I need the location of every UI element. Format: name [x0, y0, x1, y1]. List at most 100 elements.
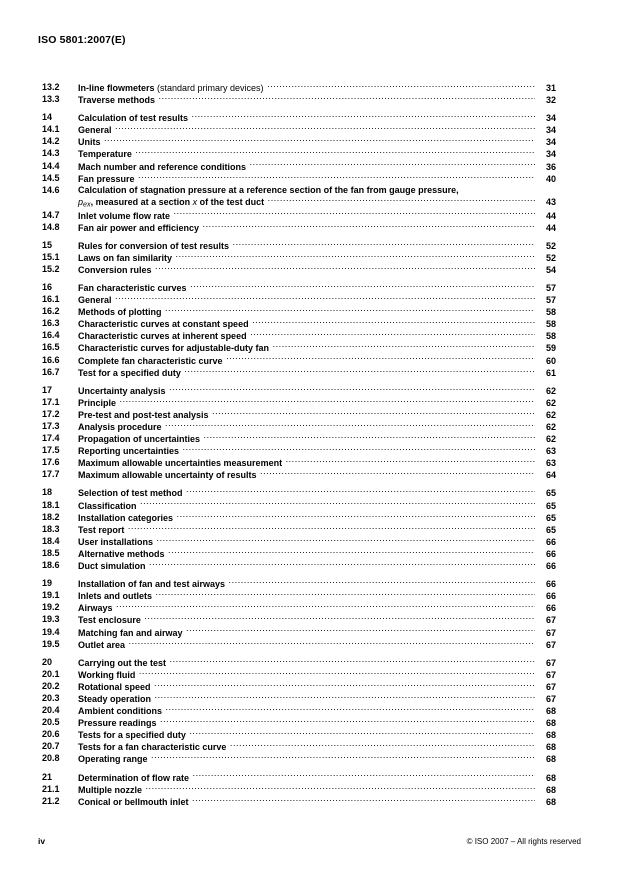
- toc-entry-number: 14.4: [42, 160, 60, 171]
- toc-entry-page: 36: [545, 161, 556, 172]
- toc-entry[interactable]: 15.2 Conversion rules 54: [42, 264, 556, 276]
- toc-entry-page: 67: [545, 669, 556, 680]
- toc-dot-leader: [116, 602, 535, 611]
- toc-entry[interactable]: 16.4 Characteristic curves at inherent sp…: [42, 330, 556, 342]
- toc-entry[interactable]: 14.1 General 34: [42, 124, 556, 136]
- toc-dot-leader: [156, 590, 535, 599]
- toc-entry[interactable]: 14.8 Fan air power and efficiency 44: [42, 222, 556, 234]
- toc-entry-title: Duct simulation: [78, 561, 148, 572]
- toc-dot-leader: [204, 433, 535, 442]
- toc-entry-body: General 34: [78, 124, 556, 136]
- toc-entry[interactable]: 14.6 Calculation of stagnation pressure a…: [42, 185, 556, 210]
- toc-entry-page: 62: [545, 422, 556, 433]
- toc-entry-body: Determination of flow rate 68: [78, 772, 556, 784]
- toc-entry[interactable]: 18.6 Duct simulation 66: [42, 560, 556, 572]
- toc-entry[interactable]: 14.2 Units 34: [42, 136, 556, 148]
- toc-entry[interactable]: 14 Calculation of test results 34: [42, 112, 556, 124]
- toc-entry[interactable]: 13.2 In-line flowmeters (standard primary…: [42, 82, 556, 94]
- toc-entry-title-main: Determination of flow rate: [78, 772, 190, 783]
- toc-entry-title-main: Laws on fan similarity: [78, 252, 173, 263]
- toc-entry[interactable]: 20.4 Ambient conditions 68: [42, 705, 556, 717]
- toc-entry-title-main: Working fluid: [78, 669, 136, 680]
- toc-entry[interactable]: 19.2 Airways 66: [42, 602, 556, 614]
- toc-entry[interactable]: 17.4 Propagation of uncertainties 62: [42, 433, 556, 445]
- toc-entry-page: 68: [545, 706, 556, 717]
- toc-entry[interactable]: 16 Fan characteristic curves 57: [42, 282, 556, 294]
- toc-dot-leader: [170, 657, 535, 666]
- toc-entry[interactable]: 20.1 Working fluid 67: [42, 669, 556, 681]
- toc-entry[interactable]: 16.3 Characteristic curves at constant sp…: [42, 318, 556, 330]
- toc-entry-page: 44: [545, 222, 556, 233]
- toc-entry[interactable]: 21 Determination of flow rate 68: [42, 772, 556, 784]
- toc-entry[interactable]: 16.5 Characteristic curves for adjustable…: [42, 342, 556, 354]
- toc-entry[interactable]: 21.1 Multiple nozzle 68: [42, 784, 556, 796]
- toc-entry-page: 67: [545, 615, 556, 626]
- toc-entry[interactable]: 18.5 Alternative methods 66: [42, 548, 556, 560]
- toc-entry[interactable]: 14.3 Temperature 34: [42, 148, 556, 160]
- toc-entry-body: Installation of fan and test airways 66: [78, 578, 556, 590]
- toc-entry-number: 18: [42, 487, 53, 498]
- toc-entry[interactable]: 14.7 Inlet volume flow rate 44: [42, 210, 556, 222]
- toc-entry[interactable]: 14.5 Fan pressure 40: [42, 173, 556, 185]
- toc-entry[interactable]: 14.4 Mach number and reference conditions…: [42, 161, 556, 173]
- toc-entry-title: Selection of test method: [78, 488, 185, 499]
- toc-entry[interactable]: 19.5 Outlet area 67: [42, 639, 556, 651]
- toc-entry[interactable]: 18 Selection of test method 65: [42, 487, 556, 499]
- toc-entry[interactable]: 13.3 Traverse methods 32: [42, 94, 556, 106]
- toc-entry-page: 68: [545, 796, 556, 807]
- toc-entry-body: Mach number and reference conditions 36: [78, 161, 556, 173]
- toc-entry[interactable]: 20.5 Pressure readings 68: [42, 717, 556, 729]
- toc-entry[interactable]: 20.6 Tests for a specified duty 68: [42, 729, 556, 741]
- toc-dot-leader: [250, 330, 535, 339]
- toc-entry[interactable]: 17.5 Reporting uncertainties 63: [42, 445, 556, 457]
- toc-entry[interactable]: 19.1 Inlets and outlets 66: [42, 590, 556, 602]
- toc-entry[interactable]: 19.3 Test enclosure 67: [42, 614, 556, 626]
- toc-entry[interactable]: 16.7 Test for a specified duty 61: [42, 367, 556, 379]
- toc-entry-title-main: Maximum allowable uncertainty of results: [78, 470, 257, 481]
- toc-entry-page: 68: [545, 730, 556, 741]
- toc-entry[interactable]: 19 Installation of fan and test airways 66: [42, 578, 556, 590]
- toc-entry-number: 18.1: [42, 499, 60, 510]
- toc-entry[interactable]: 17.7 Maximum allowable uncertainty of res…: [42, 469, 556, 481]
- toc-entry-page: 58: [545, 307, 556, 318]
- toc-entry[interactable]: 17.3 Analysis procedure 62: [42, 421, 556, 433]
- toc-entry[interactable]: 18.2 Installation categories 65: [42, 512, 556, 524]
- toc-entry-body: Outlet area 67: [78, 639, 556, 651]
- toc-entry-body: Fan characteristic curves 57: [78, 282, 556, 294]
- toc-entry[interactable]: 20.7 Tests for a fan characteristic curve…: [42, 741, 556, 753]
- toc-entry[interactable]: 17.6 Maximum allowable uncertainties meas…: [42, 457, 556, 469]
- toc-group: 21 Determination of flow rate 68 21.1 Multip…: [42, 772, 556, 808]
- toc-entry-page: 65: [545, 488, 556, 499]
- toc-dot-leader: [146, 784, 536, 793]
- toc-entry-body: Laws on fan similarity 52: [78, 252, 556, 264]
- toc-entry[interactable]: 20.8 Operating range 68: [42, 753, 556, 765]
- toc-entry-page: 52: [545, 252, 556, 263]
- toc-dot-leader: [260, 469, 535, 478]
- toc-entry[interactable]: 21.2 Conical or bellmouth inlet 68: [42, 796, 556, 808]
- toc-entry[interactable]: 16.1 General 57: [42, 294, 556, 306]
- toc-entry[interactable]: 17 Uncertainty analysis 62: [42, 385, 556, 397]
- toc-entry[interactable]: 15.1 Laws on fan similarity 52: [42, 252, 556, 264]
- toc-entry[interactable]: 17.2 Pre-test and post-test analysis 62: [42, 409, 556, 421]
- toc-entry-title: Test enclosure: [78, 615, 143, 626]
- toc-entry[interactable]: 18.4 User installations 66: [42, 536, 556, 548]
- toc-entry-title: Fan pressure: [78, 174, 137, 185]
- toc-entry-title: Pre-test and post-test analysis: [78, 410, 211, 421]
- toc-entry-body: Conical or bellmouth inlet 68: [78, 796, 556, 808]
- toc-entry-title: In-line flowmeters (standard primary dev…: [78, 83, 266, 94]
- toc-entry-title-main: Matching fan and airway: [78, 627, 183, 638]
- toc-entry[interactable]: 15 Rules for conversion of test results 52: [42, 240, 556, 252]
- toc-entry[interactable]: 18.1 Classification 65: [42, 500, 556, 512]
- toc-entry[interactable]: 17.1 Principle 62: [42, 397, 556, 409]
- page-folio: iv: [38, 836, 46, 846]
- toc-entry-line-1: 14.6 Calculation of stagnation pressure a…: [42, 185, 556, 196]
- toc-entry[interactable]: 20.2 Rotational speed 67: [42, 681, 556, 693]
- toc-entry-title-main: Principle: [78, 397, 117, 408]
- toc-entry[interactable]: 20.3 Steady operation 67: [42, 693, 556, 705]
- toc-entry[interactable]: 20 Carrying out the test 67: [42, 657, 556, 669]
- toc-entry[interactable]: 16.6 Complete fan characteristic curve 60: [42, 355, 556, 367]
- toc-entry[interactable]: 19.4 Matching fan and airway 67: [42, 627, 556, 639]
- toc-entry[interactable]: 18.3 Test report 65: [42, 524, 556, 536]
- toc-entry-title-main: General: [78, 295, 112, 306]
- toc-entry[interactable]: 16.2 Methods of plotting 58: [42, 306, 556, 318]
